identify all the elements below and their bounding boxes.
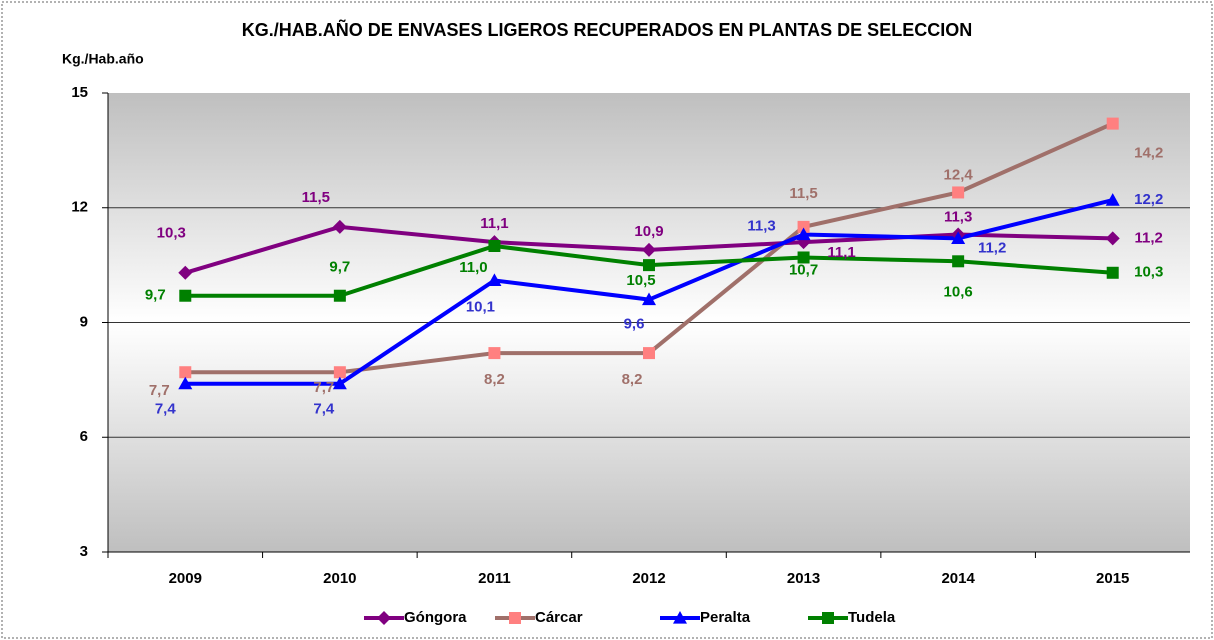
- data-label: 9,6: [624, 316, 645, 333]
- data-label: 10,6: [944, 283, 973, 300]
- point-marker: [488, 347, 501, 360]
- data-label: 8,2: [484, 371, 505, 388]
- x-tick-label: 2012: [632, 570, 665, 587]
- point-marker: [952, 255, 965, 268]
- y-tick-label: 9: [80, 313, 88, 330]
- legend-marker: [822, 612, 834, 624]
- data-label: 8,2: [622, 371, 643, 388]
- data-label: 7,4: [155, 401, 177, 418]
- data-label: 11,0: [459, 259, 487, 276]
- y-tick-label: 15: [71, 84, 88, 101]
- data-label: 11,5: [302, 189, 330, 206]
- legend-marker: [673, 611, 687, 624]
- chart-title: KG./HAB.AÑO DE ENVASES LIGEROS RECUPERAD…: [242, 19, 972, 40]
- point-marker: [487, 273, 502, 287]
- point-marker: [1105, 193, 1120, 206]
- data-label: 10,5: [626, 272, 655, 289]
- x-tick-label: 2010: [323, 570, 356, 587]
- point-marker: [643, 347, 655, 360]
- x-tick-label: 2013: [787, 570, 820, 587]
- point-marker: [796, 227, 811, 241]
- data-label: 11,1: [480, 215, 508, 232]
- point-marker: [332, 376, 347, 390]
- x-tick-label: 2015: [1096, 570, 1129, 587]
- data-label: 10,3: [157, 225, 186, 242]
- x-tick-label: 2009: [169, 570, 202, 587]
- point-marker: [951, 231, 966, 244]
- data-label: 7,4: [313, 401, 335, 418]
- data-label: 10,1: [466, 298, 495, 315]
- data-label: 10,3: [1134, 264, 1163, 281]
- point-marker: [642, 242, 656, 257]
- data-label: 11,2: [1135, 229, 1163, 246]
- y-tick-label: 3: [80, 543, 88, 560]
- data-label: 11,1: [827, 244, 855, 261]
- data-label: 11,3: [747, 217, 775, 234]
- point-marker: [1106, 266, 1119, 279]
- data-label: 11,5: [789, 185, 817, 202]
- legend-label: Cárcar: [535, 609, 583, 626]
- data-label: 7,7: [313, 379, 334, 396]
- point-marker: [642, 292, 656, 306]
- y-axis-title: Kg./Hab.año: [62, 51, 144, 67]
- point-marker: [179, 366, 192, 379]
- data-label: 10,7: [789, 261, 818, 278]
- legend-marker: [509, 612, 521, 624]
- legend-marker: [377, 611, 391, 625]
- data-label: 9,7: [145, 287, 166, 304]
- data-label: 11,2: [978, 239, 1006, 256]
- point-marker: [178, 265, 193, 280]
- y-tick-label: 12: [71, 199, 88, 216]
- point-marker: [797, 220, 810, 233]
- y-tick-label: 6: [80, 428, 88, 445]
- data-label: 12,4: [944, 166, 974, 183]
- data-label: 11,3: [944, 208, 972, 225]
- data-label: 12,2: [1134, 191, 1163, 208]
- legend-label: Peralta: [700, 609, 751, 626]
- point-marker: [1105, 231, 1120, 246]
- x-tick-label: 2014: [941, 570, 975, 587]
- legend-label: Tudela: [848, 609, 896, 626]
- data-label: 9,7: [329, 259, 350, 276]
- data-label: 7,7: [149, 382, 170, 399]
- point-marker: [643, 259, 655, 272]
- data-label: 14,2: [1134, 145, 1163, 162]
- point-marker: [179, 289, 192, 302]
- point-marker: [952, 186, 965, 199]
- point-marker: [333, 366, 346, 379]
- x-tick-label: 2011: [478, 570, 511, 587]
- point-marker: [797, 251, 810, 264]
- point-marker: [1106, 117, 1119, 130]
- point-marker: [333, 289, 346, 302]
- data-label: 10,9: [634, 223, 663, 240]
- point-marker: [178, 376, 193, 390]
- legend-label: Góngora: [404, 609, 467, 626]
- point-marker: [488, 240, 501, 252]
- point-marker: [332, 219, 347, 234]
